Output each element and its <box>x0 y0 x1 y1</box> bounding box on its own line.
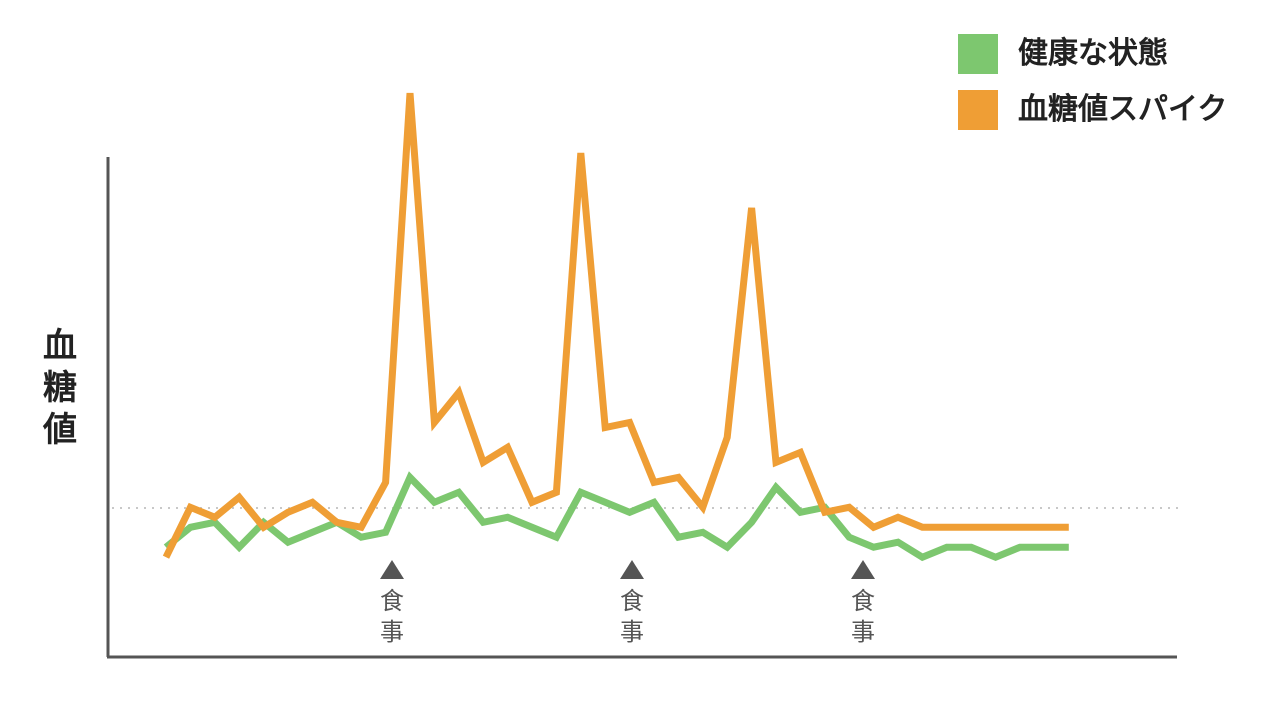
series-line-healthy <box>163 471 1069 562</box>
meal-marker-2 <box>620 560 644 579</box>
legend-swatch-healthy <box>958 34 998 74</box>
legend-label-healthy: 健康な状態 <box>1018 36 1168 71</box>
legend-swatch-spike <box>958 90 998 130</box>
legend-label-spike: 血糖値スパイク <box>1018 92 1228 127</box>
meal-marker-1 <box>380 560 404 579</box>
series-line-spike <box>162 92 1069 559</box>
meal-label-2: 食事 <box>620 587 644 646</box>
meal-marker-3 <box>851 560 875 579</box>
meal-label-1: 食事 <box>380 587 404 646</box>
meal-label-3: 食事 <box>851 587 875 646</box>
y-axis-label: 血糖値 <box>43 326 77 450</box>
